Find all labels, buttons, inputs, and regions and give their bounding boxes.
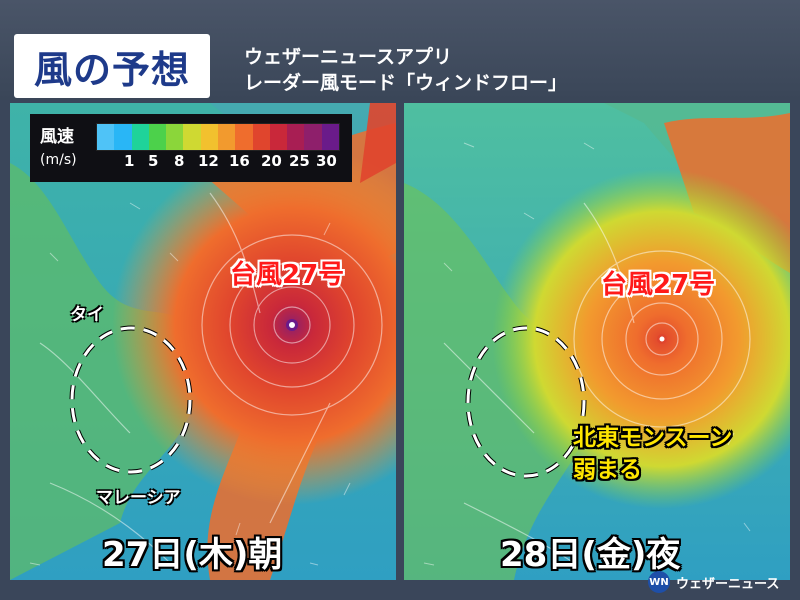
legend-color-segment	[235, 124, 253, 150]
map-panel-day1	[10, 103, 396, 580]
legend-color-segment	[269, 124, 288, 150]
legend-color-segment	[114, 124, 132, 150]
legend-color-segment	[183, 124, 201, 150]
weathernews-logo: WN ウェザーニュース	[648, 568, 796, 596]
legend-unit: (m/s)	[40, 152, 77, 168]
legend-color-segment	[166, 124, 184, 150]
thai-malaysia-circle	[69, 325, 193, 475]
title-box: 風の予想	[14, 34, 210, 98]
legend-color-segment	[200, 124, 218, 150]
typhoon-label-day2: 台風27号	[601, 270, 716, 300]
legend-tick: 25	[289, 152, 310, 170]
weathernews-logo-text: ウェザーニュース	[676, 576, 780, 592]
legend-tick: 8	[174, 152, 185, 170]
legend-color-segment	[131, 124, 149, 150]
legend-tick: 16	[229, 152, 250, 170]
legend-title: 風速	[40, 127, 74, 147]
legend-tick: 12	[198, 152, 219, 170]
page-title: 風の予想	[33, 47, 190, 92]
weathernews-logo-icon: WN	[648, 571, 670, 593]
legend-color-segment	[252, 124, 270, 150]
subtitle-line-1: ウェザーニュースアプリ	[244, 46, 453, 68]
label-thai: タイ	[70, 305, 104, 325]
wind-map-day2	[404, 103, 790, 580]
legend-color-segment	[97, 124, 115, 150]
legend-tick: 20	[261, 152, 282, 170]
wind-speed-legend: 風速 (m/s) 1 5 8 12 16 20 25 30	[30, 114, 352, 182]
legend-color-bar	[96, 123, 340, 151]
legend-tick: 5	[148, 152, 159, 170]
label-malaysia: マレーシア	[96, 488, 181, 508]
monsoon-label-line1: 北東モンスーン	[573, 425, 733, 451]
legend-tick: 30	[316, 152, 337, 170]
wind-map-day1	[10, 103, 396, 580]
legend-color-segment	[321, 124, 339, 150]
date-label-day1: 27日(木)朝	[102, 535, 283, 575]
date-label-day2: 28日(金)夜	[500, 535, 681, 575]
subtitle-line-2: レーダー風モード「ウィンドフロー」	[244, 72, 568, 94]
legend-color-segment	[304, 124, 322, 150]
monsoon-label-line2: 弱まる	[573, 457, 642, 483]
typhoon-label-day1: 台風27号	[230, 260, 345, 290]
map-panel-day2	[404, 103, 790, 580]
legend-color-segment	[217, 124, 236, 150]
legend-color-segment	[148, 124, 167, 150]
legend-tick: 1	[124, 152, 135, 170]
monsoon-area-circle	[465, 325, 587, 479]
legend-color-segment	[287, 124, 305, 150]
